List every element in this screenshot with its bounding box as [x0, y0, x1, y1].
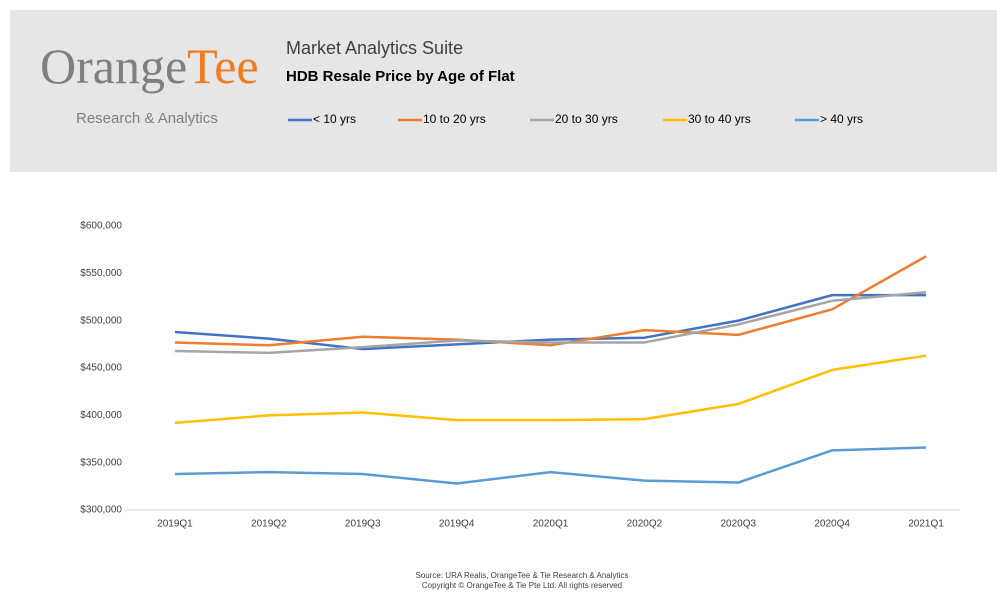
y-tick-label: $600,000 [80, 221, 122, 232]
chart-title: HDB Resale Price by Age of Flat [286, 68, 515, 85]
y-tick-label: $500,000 [80, 315, 122, 326]
logo: OrangeTee [40, 38, 259, 94]
x-tick-label: 2019Q4 [439, 519, 475, 530]
x-tick-label: 2020Q4 [814, 519, 850, 530]
logo-right: Tee [187, 38, 258, 94]
legend-label: > 40 yrs [820, 112, 863, 126]
legend-label: < 10 yrs [313, 112, 356, 126]
source-note: Source: URA Realis, OrangeTee & Tie Rese… [416, 571, 629, 580]
x-tick-label: 2019Q1 [157, 519, 193, 530]
series-line [174, 293, 927, 351]
x-tick-label: 2021Q1 [908, 519, 944, 530]
legend-label: 10 to 20 yrs [423, 112, 486, 126]
x-tick-label: 2020Q1 [533, 519, 569, 530]
y-tick-label: $400,000 [80, 410, 122, 421]
legend-label: 30 to 40 yrs [688, 112, 751, 126]
series-line [174, 446, 927, 485]
series-line [174, 255, 927, 347]
x-tick-label: 2020Q2 [627, 519, 663, 530]
header-panel [10, 10, 997, 172]
source-note: Copyright © OrangeTee & Tie Pte Ltd. All… [422, 581, 622, 590]
y-tick-label: $350,000 [80, 457, 122, 468]
x-tick-label: 2019Q3 [345, 519, 381, 530]
suite-title: Market Analytics Suite [286, 38, 463, 58]
y-tick-label: $300,000 [80, 505, 122, 516]
logo-left: Orange [40, 38, 187, 94]
y-tick-label: $450,000 [80, 363, 122, 374]
legend-label: 20 to 30 yrs [555, 112, 618, 126]
series-line [174, 291, 927, 355]
y-tick-label: $550,000 [80, 268, 122, 279]
x-tick-label: 2020Q3 [720, 519, 756, 530]
x-tick-label: 2019Q2 [251, 519, 287, 530]
series-line [174, 354, 927, 425]
tagline: Research & Analytics [76, 110, 218, 127]
